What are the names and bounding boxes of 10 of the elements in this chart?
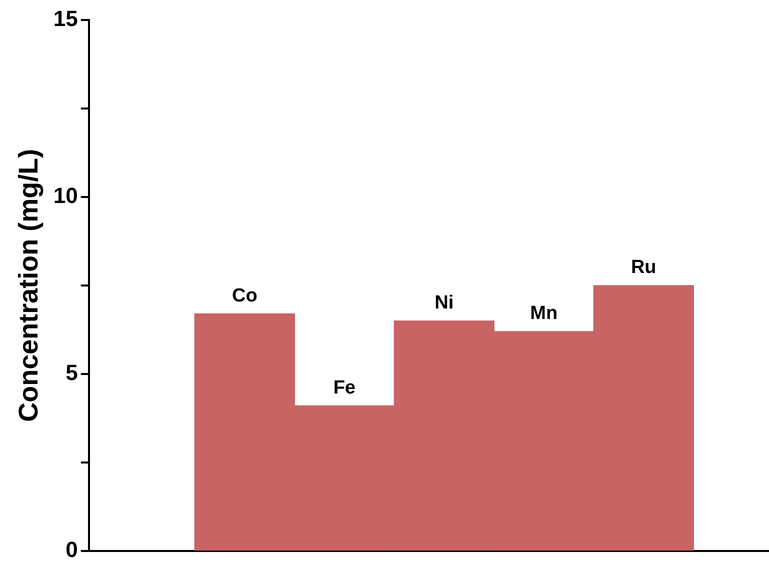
- y-tick-label: 10: [53, 182, 78, 208]
- x-tick-label: Ni: [434, 292, 454, 314]
- y-tick-label: 15: [53, 6, 78, 32]
- x-tick-label: Mn: [530, 303, 558, 324]
- x-tick-label: Ru: [630, 257, 656, 278]
- y-tick-label: 0: [66, 536, 78, 562]
- y-tick-label: 5: [66, 360, 78, 385]
- x-tick-label: Fe: [333, 377, 356, 398]
- y-axis-title: Concentration (mg/L): [14, 148, 44, 422]
- x-tick-label: Co: [232, 285, 258, 306]
